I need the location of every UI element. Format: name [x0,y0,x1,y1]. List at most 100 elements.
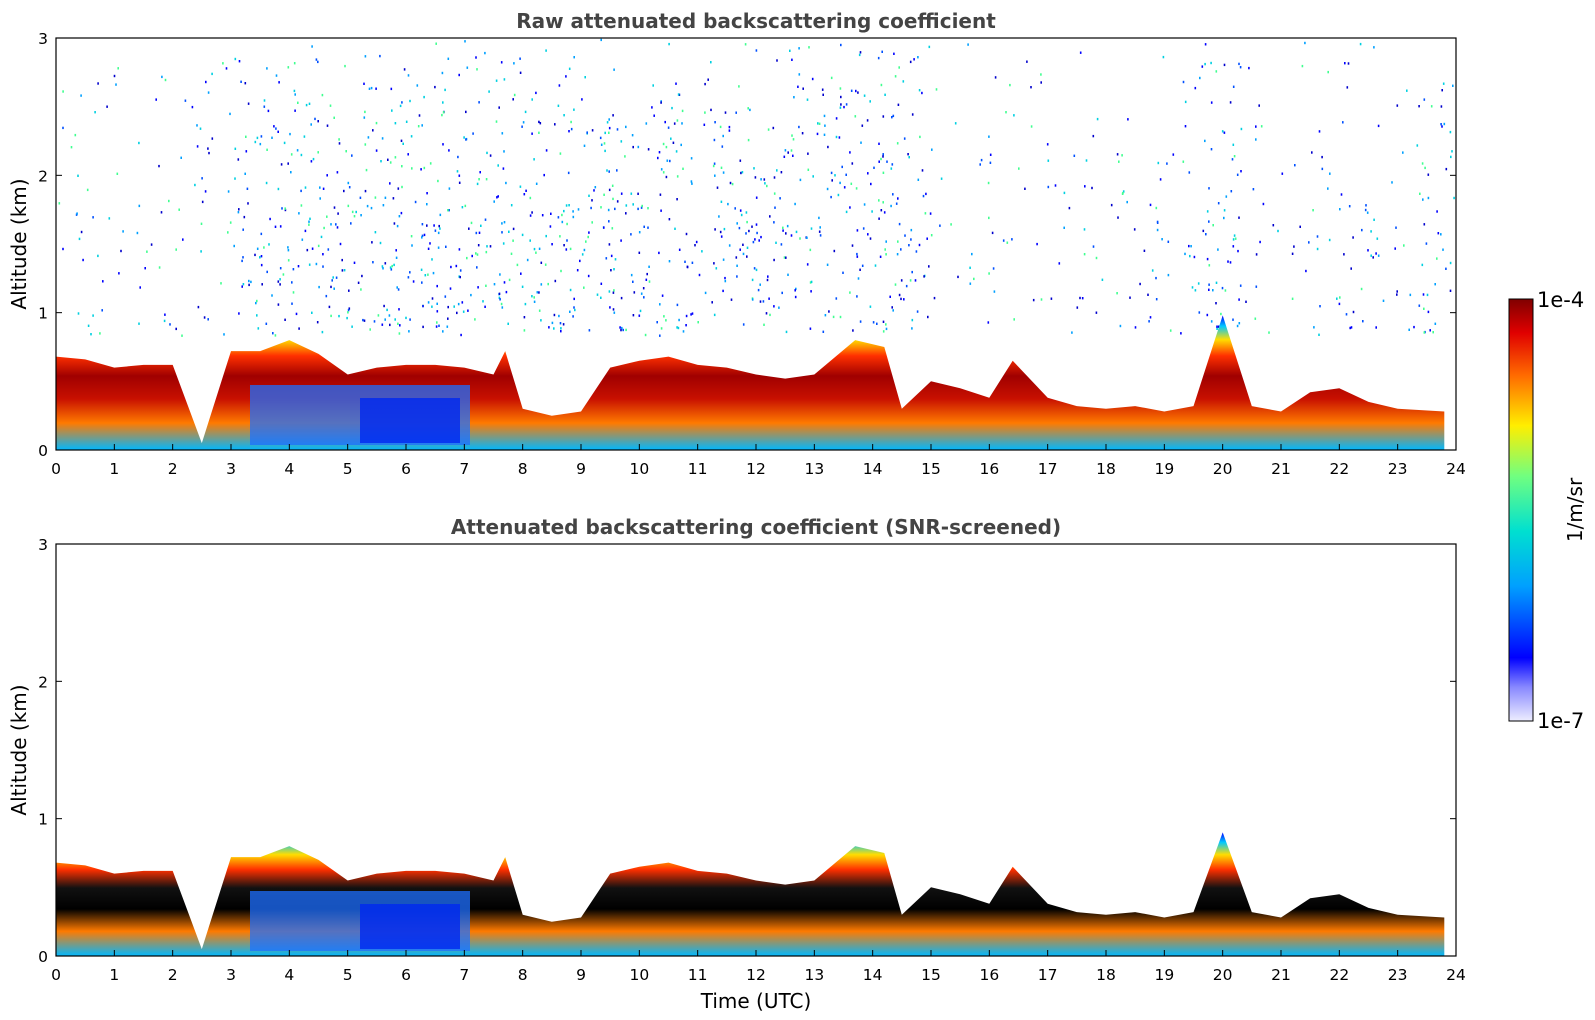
noise-speckle [759,283,761,286]
noise-speckle [583,248,586,252]
noise-speckle [273,125,275,128]
noise-speckle [1232,143,1235,146]
noise-speckle [603,193,605,196]
noise-speckle [531,132,533,135]
noise-speckle [468,227,470,230]
noise-speckle [1236,324,1239,328]
noise-speckle [1161,238,1163,241]
noise-speckle [427,301,430,304]
noise-speckle [524,110,527,114]
noise-speckle [379,241,382,245]
noise-speckle [1224,289,1227,292]
noise-speckle [538,247,541,250]
noise-speckle [795,230,798,234]
noise-speckle [646,272,648,276]
noise-speckle [113,74,116,78]
noise-speckle [372,129,374,132]
noise-speckle [561,213,563,217]
noise-speckle [1416,144,1419,147]
noise-speckle [347,181,350,185]
panel-raw-x-axis: 0 1 2 3 4 5 6 7 8 9 10 11 12 13 14 15 16 17 18 19 20 21 22 23 24 [51,444,1466,478]
noise-speckle [1427,173,1430,176]
noise-speckle [277,130,279,133]
noise-speckle [1304,41,1306,45]
noise-speckle [790,149,793,152]
noise-speckle [1376,237,1379,240]
noise-speckle [834,174,836,177]
noise-speckle [181,334,183,337]
noise-speckle [421,234,424,237]
noise-speckle [859,268,861,271]
noise-speckle [533,300,536,303]
noise-speckle [338,314,340,318]
noise-speckle [1429,329,1431,332]
noise-speckle [549,225,552,228]
noise-speckle [1239,66,1242,69]
noise-speckle [274,334,277,337]
noise-speckle [531,98,533,101]
noise-speckle [1194,289,1197,292]
noise-speckle [505,290,508,294]
noise-speckle [485,178,488,181]
noise-speckle [891,116,893,119]
noise-speckle [540,283,543,286]
noise-speckle [569,247,572,251]
noise-speckle [493,200,495,203]
noise-speckle [486,245,488,248]
noise-speckle [632,280,634,283]
noise-speckle [560,327,562,330]
noise-speckle [738,226,741,230]
noise-speckle [802,87,804,90]
noise-speckle [200,222,203,225]
noise-speckle [70,146,73,149]
noise-speckle [694,244,696,247]
noise-speckle [919,135,921,139]
noise-speckle [1005,111,1007,114]
noise-speckle [1308,241,1310,244]
noise-speckle [207,91,210,94]
noise-speckle [1096,117,1099,121]
noise-speckle [809,248,812,252]
noise-speckle [381,265,384,268]
noise-speckle [516,263,519,267]
noise-speckle [208,151,210,155]
noise-speckle [637,192,639,195]
noise-speckle [826,263,829,266]
noise-speckle [611,227,614,230]
noise-speckle [501,306,504,309]
noise-speckle [730,298,733,301]
panel-screened-y-label: Altitude (km) [7,684,31,815]
noise-speckle [421,124,423,127]
noise-speckle [1216,327,1218,330]
noise-speckle [608,118,610,121]
noise-speckle [294,93,296,96]
noise-speckle [904,234,906,237]
noise-speckle [1365,204,1367,207]
noise-speckle [1321,167,1324,171]
noise-speckle [660,327,663,330]
noise-speckle [810,290,812,293]
noise-speckle [291,281,293,284]
noise-speckle [1301,64,1304,68]
noise-speckle [401,185,403,189]
noise-speckle [536,291,539,294]
noise-speckle [735,256,738,259]
noise-speckle [369,328,371,331]
noise-speckle [204,190,207,193]
noise-speckle [303,135,306,138]
noise-speckle [989,161,992,164]
noise-speckle [1220,312,1222,316]
noise-speckle [1258,104,1260,107]
noise-speckle [291,302,293,305]
noise-speckle [691,182,693,185]
noise-speckle [676,303,679,307]
noise-speckle [535,182,538,185]
noise-speckle [608,290,611,293]
noise-speckle [420,268,423,271]
noise-speckle [897,103,900,106]
noise-speckle [1193,255,1196,259]
noise-speckle [1319,305,1321,308]
noise-speckle [1157,161,1160,165]
noise-speckle [606,121,609,124]
noise-speckle [540,319,542,322]
